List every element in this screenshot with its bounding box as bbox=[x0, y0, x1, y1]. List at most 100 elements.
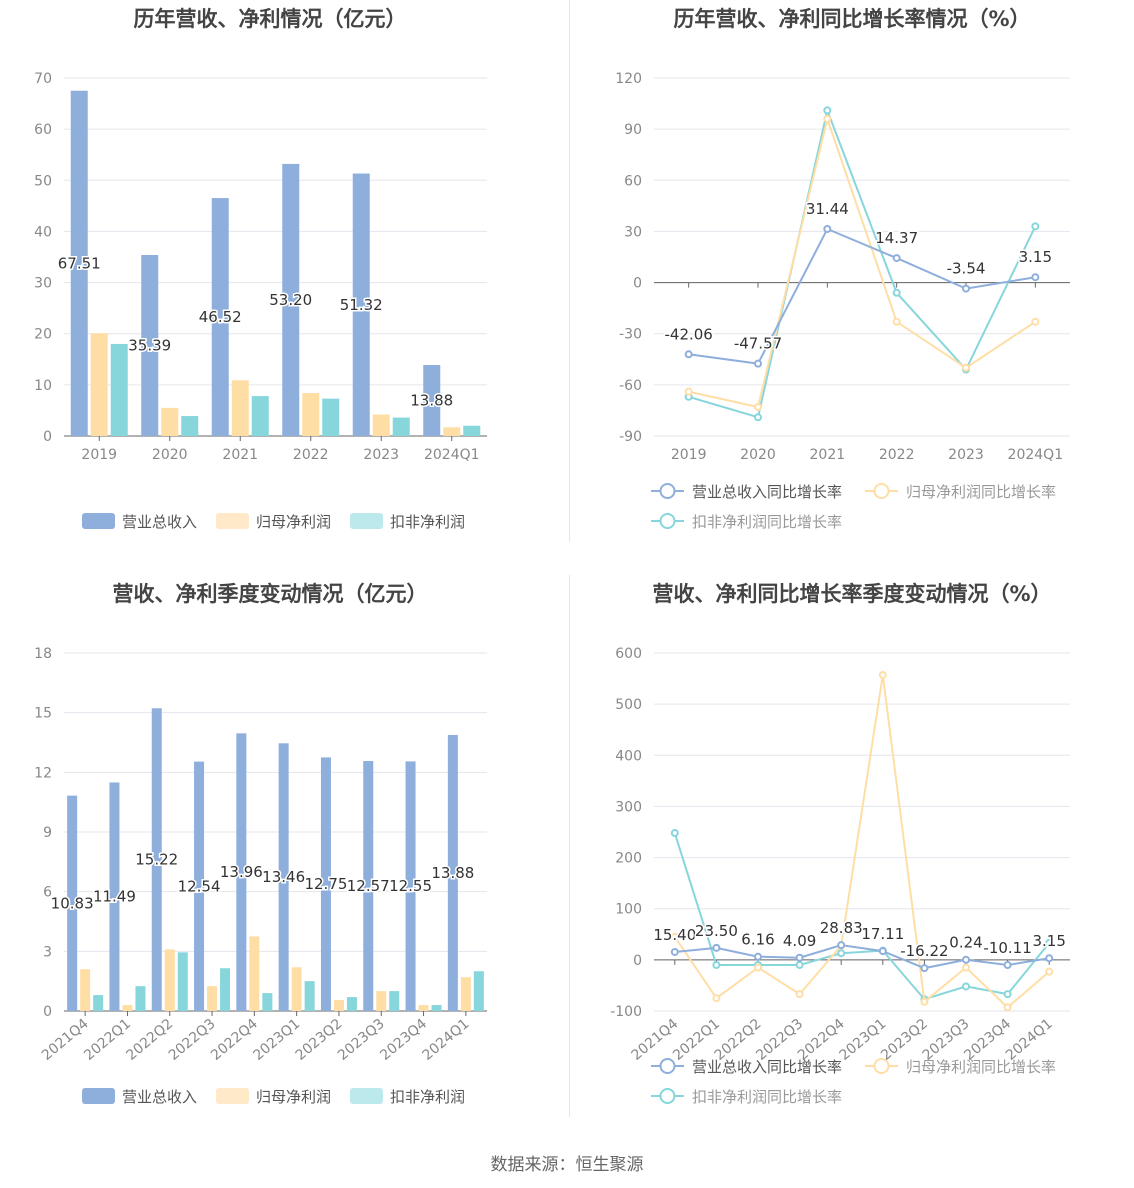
y-tick-label: 200 bbox=[615, 851, 642, 867]
point bbox=[1045, 967, 1054, 976]
legend-swatch bbox=[82, 513, 115, 529]
point bbox=[1031, 273, 1040, 282]
data-label: 67.51 bbox=[58, 254, 101, 272]
legend-marker bbox=[659, 483, 676, 499]
point bbox=[712, 994, 721, 1003]
x-tick-label: 2023 bbox=[948, 447, 984, 463]
data-label: 12.57 bbox=[347, 877, 390, 895]
y-tick-label: -60 bbox=[619, 378, 642, 394]
chart-title: 营收、净利同比增长率季度变动情况（%） bbox=[652, 582, 1051, 606]
point bbox=[878, 947, 887, 956]
y-tick-label: 0 bbox=[633, 276, 642, 292]
legend-label: 营业总收入 bbox=[122, 513, 197, 531]
data-label: 28.83 bbox=[820, 919, 863, 937]
bar-net-profit bbox=[80, 969, 91, 1011]
legend-label: 归母净利润同比增长率 bbox=[906, 1058, 1056, 1076]
legend-swatch bbox=[350, 513, 383, 529]
data-label: 12.55 bbox=[389, 877, 432, 895]
point bbox=[1003, 990, 1012, 999]
legend-label: 扣非净利润同比增长率 bbox=[692, 1088, 842, 1106]
point bbox=[684, 387, 693, 396]
x-tick-label: 2022 bbox=[879, 447, 915, 463]
y-tick-label: 30 bbox=[34, 276, 52, 292]
x-tick-label: 2024Q1 bbox=[1003, 1016, 1056, 1064]
y-tick-label: 9 bbox=[43, 825, 52, 841]
bar-deducted-profit bbox=[262, 993, 273, 1011]
y-tick-label: 70 bbox=[34, 71, 52, 87]
bar-net-profit bbox=[249, 936, 260, 1011]
chart-title: 历年营收、净利同比增长率情况（%） bbox=[673, 7, 1030, 31]
bar-revenue bbox=[236, 733, 247, 1011]
bar-revenue bbox=[423, 365, 441, 436]
line-revenue-growth bbox=[688, 227, 1036, 365]
x-tick-label: 2023 bbox=[363, 447, 399, 463]
data-label: 46.52 bbox=[199, 308, 242, 326]
y-tick-label: 500 bbox=[615, 697, 642, 713]
point bbox=[962, 982, 970, 991]
line-deducted-profit-growth bbox=[673, 832, 1050, 1001]
panel-annual-bar: 历年营收、净利情况（亿元） 0 10 20 30 40 50 60 70 2019 2020 2021… bbox=[0, 0, 567, 575]
data-label: 11.49 bbox=[93, 888, 136, 906]
y-tick-label: 400 bbox=[615, 748, 642, 764]
point bbox=[712, 960, 721, 969]
data-label: 3.15 bbox=[1032, 932, 1065, 950]
y-tick-label: 3 bbox=[43, 944, 52, 960]
point bbox=[795, 990, 804, 999]
data-label: 35.39 bbox=[128, 337, 171, 355]
legend-marker bbox=[659, 1058, 676, 1074]
panel-annual-growth: 历年营收、净利同比增长率情况（%） -90 -60 -30 0 30 60 90 120 2019… bbox=[567, 0, 1134, 575]
data-label: 14.37 bbox=[875, 229, 918, 247]
point bbox=[670, 947, 679, 956]
y-tick-label: 40 bbox=[34, 224, 52, 240]
data-label: 12.54 bbox=[178, 877, 221, 895]
data-label: 10.83 bbox=[51, 894, 94, 912]
vertical-divider-top bbox=[569, 0, 570, 542]
bar-deducted-profit bbox=[135, 986, 146, 1011]
y-tick-label: 60 bbox=[624, 173, 642, 189]
x-tick-label: 2021 bbox=[222, 447, 258, 463]
bar-deducted-profit bbox=[177, 952, 188, 1011]
bar-revenue bbox=[151, 708, 162, 1011]
x-tick-label: 2019 bbox=[81, 447, 117, 463]
y-tick-label: 0 bbox=[43, 1004, 52, 1020]
bar-net-profit bbox=[302, 393, 320, 436]
y-tick-label: 50 bbox=[34, 173, 52, 189]
legend-marker bbox=[873, 1058, 890, 1074]
bar-net-profit bbox=[376, 991, 387, 1011]
vertical-divider-bottom bbox=[569, 575, 570, 1117]
bar-revenue bbox=[67, 795, 78, 1011]
bar-revenue bbox=[141, 255, 159, 436]
data-label: -10.11 bbox=[983, 939, 1031, 957]
point bbox=[1031, 317, 1040, 326]
legend-swatch bbox=[350, 1088, 383, 1104]
bar-net-profit bbox=[418, 1005, 429, 1011]
data-label: 13.96 bbox=[220, 863, 263, 881]
bar-deducted-profit bbox=[93, 995, 104, 1011]
point bbox=[823, 224, 832, 233]
data-label: 13.88 bbox=[410, 392, 453, 410]
data-label: 13.46 bbox=[262, 868, 305, 886]
legend-label: 归母净利润 bbox=[256, 513, 331, 531]
bar-net-profit bbox=[443, 427, 461, 436]
bar-net-profit bbox=[161, 407, 179, 436]
point bbox=[754, 413, 762, 422]
data-label: 6.16 bbox=[741, 931, 774, 949]
chart-title: 营收、净利季度变动情况（亿元） bbox=[113, 582, 428, 606]
bar-deducted-profit bbox=[389, 991, 400, 1011]
data-label: 51.32 bbox=[340, 296, 383, 314]
point bbox=[892, 288, 901, 297]
legend-label: 扣非净利润 bbox=[390, 1088, 465, 1106]
point bbox=[670, 932, 679, 941]
y-tick-label: 120 bbox=[615, 71, 642, 87]
y-tick-label: -30 bbox=[619, 327, 642, 343]
point bbox=[795, 960, 804, 969]
legend-label: 扣非净利润 bbox=[390, 513, 465, 531]
y-tick-label: 100 bbox=[615, 902, 642, 918]
x-tick-label: 2022Q4 bbox=[208, 1016, 261, 1064]
y-tick-label: 20 bbox=[34, 327, 52, 343]
legend-swatch bbox=[216, 513, 249, 529]
bar-revenue bbox=[194, 761, 205, 1011]
data-label: 0.24 bbox=[949, 934, 982, 952]
legend-label: 扣非净利润同比增长率 bbox=[692, 513, 842, 531]
bar-revenue bbox=[109, 782, 120, 1011]
